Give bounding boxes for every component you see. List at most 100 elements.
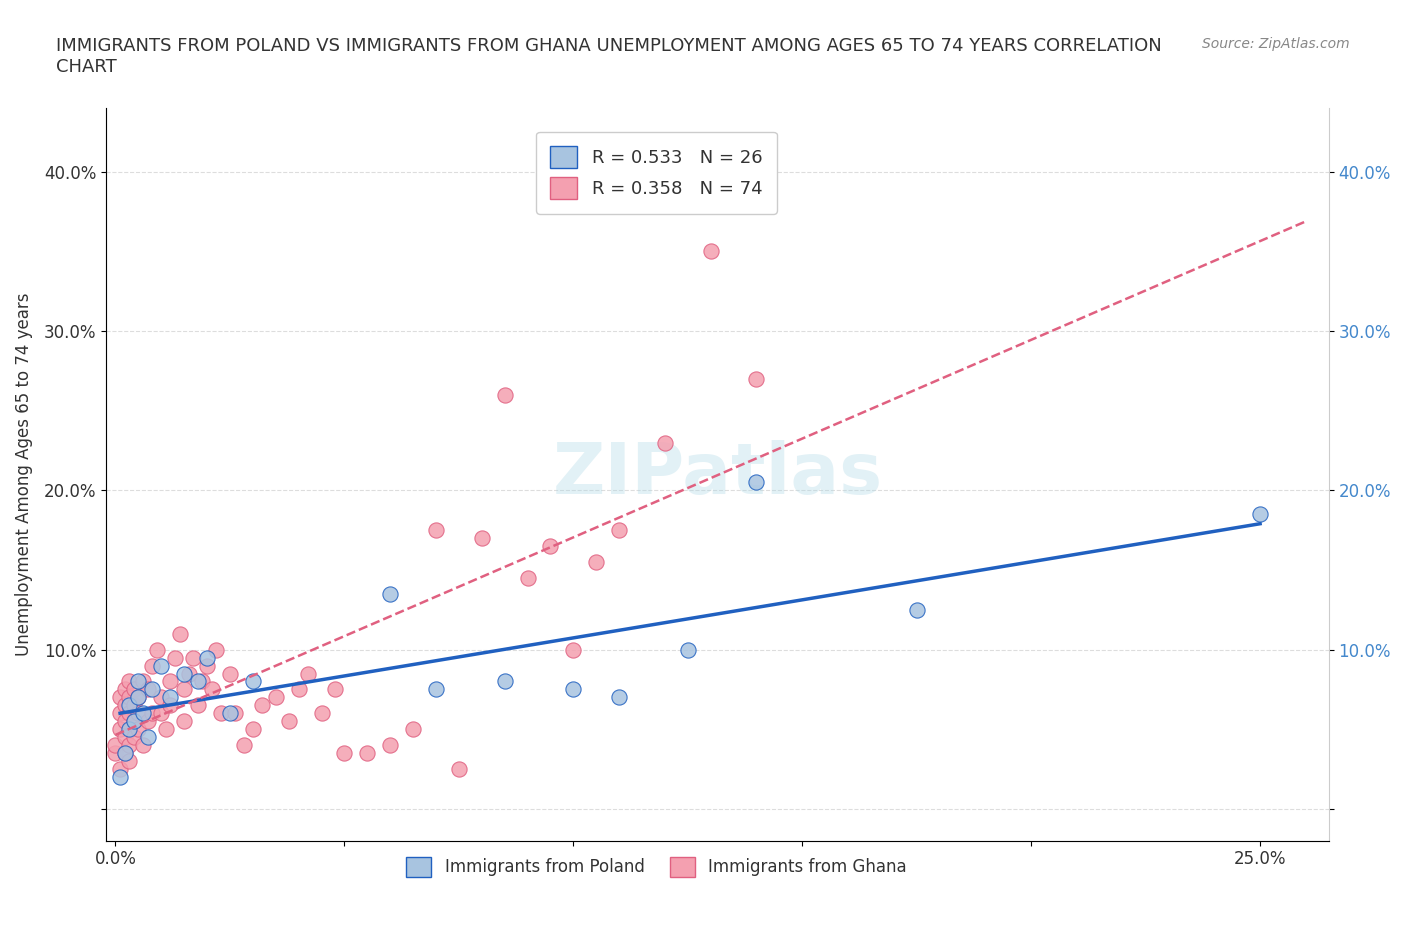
Point — [494, 674, 516, 689]
Point — [380, 737, 402, 752]
Point — [585, 554, 607, 569]
Point — [494, 387, 516, 402]
Point — [905, 603, 928, 618]
Point — [127, 706, 149, 721]
Point — [250, 698, 273, 712]
Point — [323, 682, 346, 697]
Point — [173, 682, 195, 697]
Point — [136, 730, 159, 745]
Point — [145, 643, 167, 658]
Point — [159, 698, 181, 712]
Point — [173, 666, 195, 681]
Point — [607, 690, 630, 705]
Point — [132, 674, 155, 689]
Point — [201, 682, 224, 697]
Point — [141, 682, 163, 697]
Point — [114, 714, 136, 729]
Y-axis label: Unemployment Among Ages 65 to 74 years: Unemployment Among Ages 65 to 74 years — [15, 293, 32, 657]
Point — [333, 746, 356, 761]
Point — [136, 714, 159, 729]
Point — [118, 706, 141, 721]
Point — [108, 762, 131, 777]
Point — [607, 523, 630, 538]
Point — [132, 737, 155, 752]
Point — [297, 666, 319, 681]
Point — [118, 737, 141, 752]
Point — [141, 706, 163, 721]
Point — [118, 753, 141, 768]
Point — [104, 737, 127, 752]
Point — [219, 706, 242, 721]
Point — [447, 762, 470, 777]
Text: ZIPatlas: ZIPatlas — [553, 440, 883, 509]
Point — [159, 690, 181, 705]
Point — [402, 722, 425, 737]
Point — [242, 674, 264, 689]
Point — [380, 587, 402, 602]
Point — [562, 643, 585, 658]
Point — [232, 737, 254, 752]
Point — [264, 690, 287, 705]
Point — [195, 658, 218, 673]
Point — [114, 730, 136, 745]
Point — [108, 770, 131, 785]
Text: Source: ZipAtlas.com: Source: ZipAtlas.com — [1202, 37, 1350, 51]
Point — [1249, 507, 1271, 522]
Point — [676, 643, 699, 658]
Point — [356, 746, 378, 761]
Point — [118, 674, 141, 689]
Point — [108, 690, 131, 705]
Point — [516, 570, 538, 585]
Point — [127, 690, 149, 705]
Point — [699, 244, 721, 259]
Point — [195, 650, 218, 665]
Point — [114, 746, 136, 761]
Text: IMMIGRANTS FROM POLAND VS IMMIGRANTS FROM GHANA UNEMPLOYMENT AMONG AGES 65 TO 74: IMMIGRANTS FROM POLAND VS IMMIGRANTS FRO… — [56, 37, 1161, 76]
Point — [150, 658, 173, 673]
Point — [122, 682, 145, 697]
Point — [122, 714, 145, 729]
Point — [118, 722, 141, 737]
Point — [163, 650, 186, 665]
Point — [654, 435, 676, 450]
Point — [127, 722, 149, 737]
Point — [136, 682, 159, 697]
Point — [169, 626, 191, 641]
Point — [132, 706, 155, 721]
Point — [127, 690, 149, 705]
Point — [114, 682, 136, 697]
Point — [118, 698, 141, 712]
Point — [745, 371, 768, 386]
Point — [122, 730, 145, 745]
Point — [745, 475, 768, 490]
Point — [224, 706, 246, 721]
Point — [242, 722, 264, 737]
Point — [173, 714, 195, 729]
Point — [538, 538, 561, 553]
Point — [108, 722, 131, 737]
Point — [150, 706, 173, 721]
Point — [311, 706, 333, 721]
Point — [127, 674, 149, 689]
Point — [278, 714, 301, 729]
Point — [191, 674, 214, 689]
Point — [287, 682, 309, 697]
Point — [108, 706, 131, 721]
Point — [205, 643, 228, 658]
Point — [159, 674, 181, 689]
Point — [150, 690, 173, 705]
Point — [187, 698, 209, 712]
Point — [181, 650, 204, 665]
Point — [104, 746, 127, 761]
Point — [187, 674, 209, 689]
Point — [177, 666, 200, 681]
Legend: R = 0.533   N = 26, R = 0.358   N = 74: R = 0.533 N = 26, R = 0.358 N = 74 — [536, 132, 778, 214]
Point — [471, 531, 494, 546]
Point — [155, 722, 177, 737]
Point — [114, 746, 136, 761]
Point — [141, 658, 163, 673]
Point — [425, 682, 447, 697]
Point — [209, 706, 232, 721]
Point — [425, 523, 447, 538]
Point — [219, 666, 242, 681]
